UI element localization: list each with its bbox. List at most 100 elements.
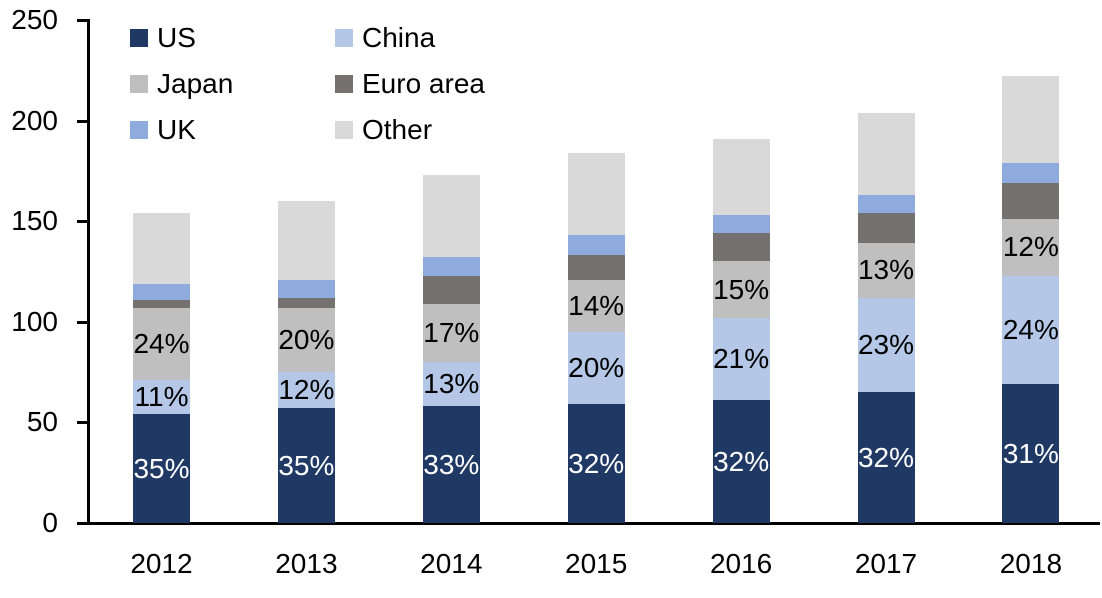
x-tick-label-2015: 2015 xyxy=(565,548,628,579)
bar-segment-china-2014 xyxy=(422,362,480,407)
bar-segment-japan-2018 xyxy=(1002,219,1060,276)
bar-segment-japan-2013 xyxy=(277,307,335,373)
data-label-china-2018: 24% xyxy=(1002,313,1059,345)
bar-segment-us-2015 xyxy=(567,404,625,523)
legend-label-euro-area: Euro area xyxy=(362,68,485,99)
bar-segment-china-2017 xyxy=(857,297,915,393)
legend-swatch-uk xyxy=(130,120,148,139)
data-label-japan-2017: 13% xyxy=(857,254,915,286)
legend-swatch-euro-area xyxy=(335,74,353,93)
bar-segment-us-2014 xyxy=(422,406,480,523)
legend-swatch-china xyxy=(335,28,353,47)
bar-segment-japan-2012 xyxy=(133,307,190,381)
legend-label-japan: Japan xyxy=(157,68,234,99)
bar-segment-japan-2014 xyxy=(422,303,480,363)
bar-segment-other-2013 xyxy=(277,201,335,280)
bar-segment-us-2017 xyxy=(857,392,915,523)
data-label-china-2012: 11% xyxy=(134,381,189,413)
data-label-china-2014: 13% xyxy=(423,368,480,400)
bar-segment-uk-2012 xyxy=(133,283,190,300)
bar-segment-euro-area-2017 xyxy=(857,213,915,244)
bar-segment-euro-area-2014 xyxy=(422,275,480,304)
data-label-japan-2016: 15% xyxy=(713,273,770,305)
y-tick-label-200: 200 xyxy=(11,104,58,136)
bar-segment-us-2016 xyxy=(712,400,770,523)
y-tick-mark-50 xyxy=(77,421,88,425)
legend-swatch-us xyxy=(130,28,148,47)
y-tick-mark-200 xyxy=(77,119,88,123)
legend-label-us: US xyxy=(157,22,196,53)
y-axis-line xyxy=(87,19,90,525)
y-tick-label-50: 50 xyxy=(26,406,58,438)
bar-segment-euro-area-2015 xyxy=(567,255,625,280)
bar-segment-other-2017 xyxy=(857,112,915,196)
x-axis-line xyxy=(87,522,1100,525)
bar-segment-uk-2014 xyxy=(422,257,480,276)
data-label-japan-2018: 12% xyxy=(1002,231,1059,263)
bar-segment-other-2015 xyxy=(567,152,625,236)
x-tick-label-2016: 2016 xyxy=(709,548,773,579)
bar-segment-uk-2017 xyxy=(857,195,915,214)
bar-segment-uk-2015 xyxy=(567,235,625,256)
y-tick-mark-250 xyxy=(77,19,88,22)
data-label-us-2013: 35% xyxy=(278,449,335,481)
bar-segment-other-2012 xyxy=(133,213,190,284)
bar-segment-japan-2015 xyxy=(567,279,625,332)
x-tick-label-2017: 2017 xyxy=(854,548,918,579)
bar-segment-japan-2017 xyxy=(857,243,915,298)
bar-segment-china-2013 xyxy=(277,372,335,409)
bar-segment-euro-area-2018 xyxy=(1002,182,1060,220)
bar-segment-china-2015 xyxy=(567,331,625,405)
data-label-japan-2014: 17% xyxy=(423,316,480,348)
legend-item-uk: UK xyxy=(130,115,335,144)
bar-segment-uk-2016 xyxy=(712,215,770,234)
y-tick-label-150: 150 xyxy=(11,205,58,237)
legend-label-other: Other xyxy=(362,114,433,145)
data-label-china-2017: 23% xyxy=(857,328,915,360)
bar-segment-china-2016 xyxy=(712,317,770,401)
data-label-china-2016: 21% xyxy=(713,343,770,375)
data-label-us-2012: 35% xyxy=(133,452,190,484)
legend-label-uk: UK xyxy=(157,114,196,145)
bar-segment-other-2014 xyxy=(422,174,480,258)
data-label-japan-2015: 14% xyxy=(568,289,625,321)
bar-segment-china-2012 xyxy=(133,380,190,415)
bar-segment-uk-2013 xyxy=(277,279,335,298)
bar-segment-japan-2016 xyxy=(712,261,770,318)
data-label-china-2013: 12% xyxy=(278,374,335,406)
legend-swatch-other xyxy=(335,120,353,139)
data-label-us-2014: 33% xyxy=(423,448,480,480)
x-tick-label-2013: 2013 xyxy=(275,548,338,579)
legend-item-china: China xyxy=(335,23,485,52)
chart-legend: US China Japan Euro area UK Other xyxy=(130,23,485,144)
data-label-japan-2012: 24% xyxy=(133,327,190,359)
x-tick-label-2012: 2012 xyxy=(130,548,193,579)
bar-segment-us-2013 xyxy=(277,408,335,523)
data-label-china-2015: 20% xyxy=(568,352,625,384)
y-tick-mark-100 xyxy=(77,320,88,324)
data-label-japan-2013: 20% xyxy=(278,323,335,355)
bar-segment-us-2012 xyxy=(133,414,190,523)
bar-segment-euro-area-2012 xyxy=(133,299,190,308)
bar-segment-china-2018 xyxy=(1002,275,1060,385)
data-label-us-2018: 31% xyxy=(1002,437,1059,469)
data-label-us-2016: 32% xyxy=(713,445,770,477)
bar-segment-euro-area-2013 xyxy=(277,297,335,308)
bar-segment-euro-area-2016 xyxy=(712,233,770,262)
bar-segment-other-2016 xyxy=(712,138,770,216)
data-label-us-2017: 32% xyxy=(857,441,915,473)
bar-segment-uk-2018 xyxy=(1002,162,1060,183)
legend-item-other: Other xyxy=(335,115,485,144)
bar-segment-us-2018 xyxy=(1002,384,1060,523)
legend-swatch-japan xyxy=(130,74,148,93)
x-tick-label-2018: 2018 xyxy=(999,548,1063,579)
y-tick-label-0: 0 xyxy=(42,507,58,538)
y-tick-mark-0 xyxy=(77,522,88,525)
y-tick-label-250: 250 xyxy=(11,4,58,35)
legend-item-japan: Japan xyxy=(130,69,335,98)
legend-item-euro-area: Euro area xyxy=(335,69,485,98)
data-label-us-2015: 32% xyxy=(568,447,625,479)
y-tick-label-100: 100 xyxy=(11,305,58,337)
legend-item-us: US xyxy=(130,23,335,52)
